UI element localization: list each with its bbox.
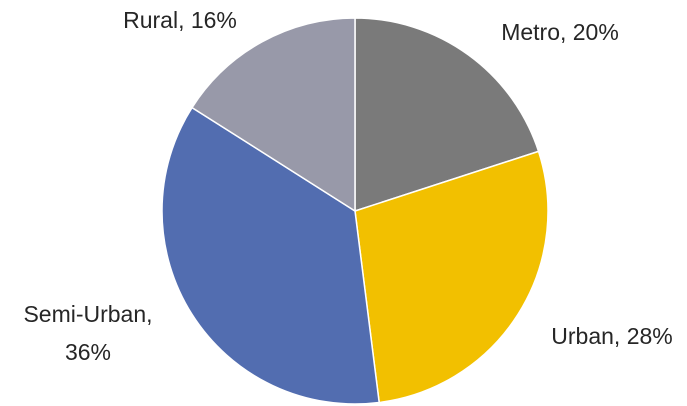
pie-slices — [161, 17, 549, 405]
data-label-urban: Urban, 28% — [551, 323, 672, 349]
pie-slice-rural — [191, 17, 356, 213]
pie-slice-urban — [354, 150, 549, 404]
data-label-rural: Rural, 16% — [123, 7, 237, 33]
pie-data-labels: Metro, 20% Urban, 28% Semi-Urban, 36% Rural,… — [23, 7, 672, 365]
data-label-metro: Metro, 20% — [501, 19, 619, 45]
pie-slice-metro — [354, 17, 540, 213]
pie-slice-semi-urban — [161, 106, 381, 405]
data-label-semi-urban: Semi-Urban, 36% — [23, 301, 152, 365]
